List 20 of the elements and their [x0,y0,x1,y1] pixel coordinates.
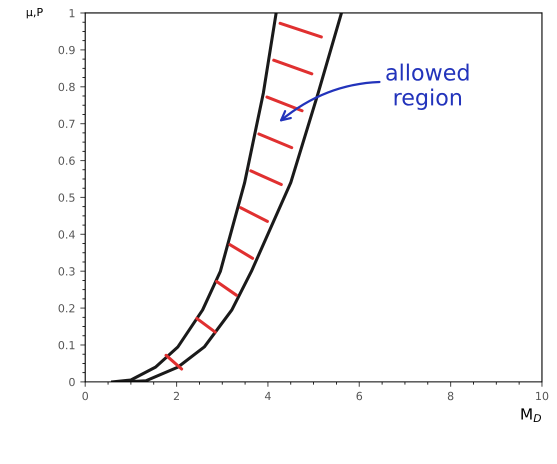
y-tick-label: 0 [69,378,75,386]
x-tick-label: 6 [356,392,362,400]
x-tick-label: 8 [448,392,454,400]
annotation: allowed region [386,64,469,110]
y-tick-label: 0.1 [58,340,74,350]
y-tick-label: 1 [70,9,74,18]
y-tick-label: 0.3 [58,267,75,276]
x-tick-label: 10 [536,392,548,400]
y-tick-label: 0.7 [58,120,75,128]
y-tick-label: 0.9 [58,46,75,54]
y-axis-title: μ,P [26,8,43,18]
y-tick-label: 0.8 [58,82,75,92]
y-tick-label: 0.5 [58,193,75,202]
x-tick-label: 2 [174,392,179,400]
x-tick-label: 4 [264,392,271,400]
x-axis-title: M$_{D}$ [521,408,542,422]
y-tick-label: 0.2 [58,304,74,312]
y-tick-label: 0.6 [58,156,75,165]
x-tick-label: 0 [82,392,88,400]
y-tick-label: 0.4 [58,230,75,239]
